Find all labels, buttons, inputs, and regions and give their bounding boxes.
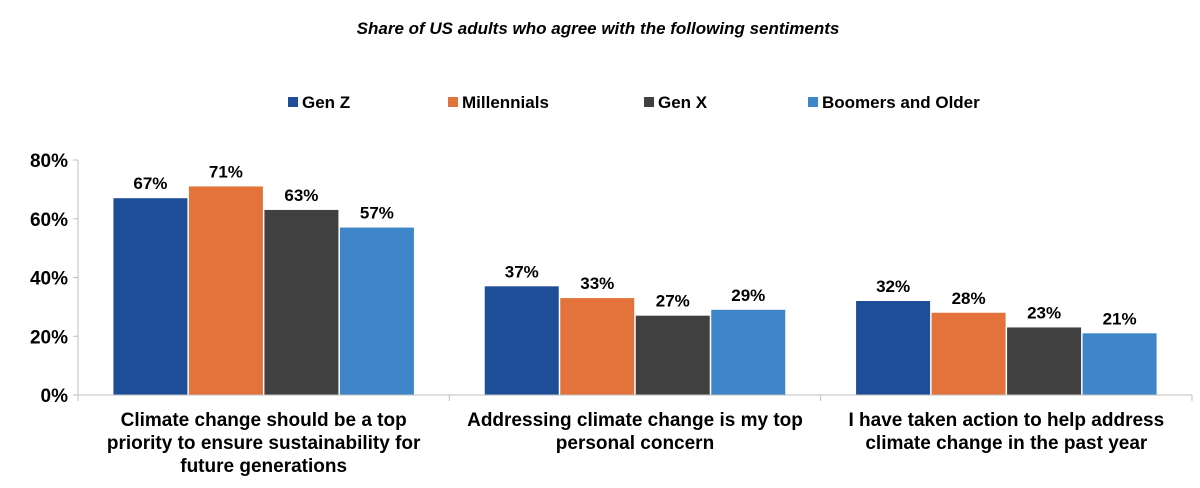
data-label: 28%	[952, 289, 986, 308]
legend-item: Gen X	[644, 93, 708, 112]
legend-label: Millennials	[462, 93, 549, 112]
data-label: 67%	[133, 174, 167, 193]
data-label: 71%	[209, 162, 243, 181]
bar	[635, 315, 710, 395]
bar	[1082, 333, 1157, 395]
y-axis: 0% 20% 40% 60% 80%	[30, 151, 79, 407]
bar	[711, 309, 786, 395]
bar	[1007, 327, 1082, 395]
bar	[931, 312, 1006, 395]
data-label: 29%	[731, 286, 765, 305]
plot-area: 67% 71% 63% 57% 37% 33% 27% 29% 32% 28% 23% 21%	[113, 162, 1157, 395]
data-label: 57%	[360, 204, 394, 223]
bar	[339, 227, 414, 395]
legend-item: Boomers and Older	[808, 93, 980, 112]
bar	[856, 301, 931, 395]
legend-label: Boomers and Older	[822, 93, 980, 112]
data-label: 63%	[284, 186, 318, 205]
data-label: 21%	[1103, 309, 1137, 328]
y-tick-label: 40%	[30, 269, 68, 290]
legend-swatch	[288, 97, 298, 107]
legend-swatch	[644, 97, 654, 107]
bar	[484, 286, 559, 395]
legend: Gen Z Millennials Gen X Boomers and Older	[288, 93, 980, 112]
chart-title: Share of US adults who agree with the fo…	[357, 19, 840, 38]
x-category-label: Addressing climate change is my top perso…	[467, 410, 803, 454]
data-label: 37%	[505, 262, 539, 281]
data-label: 27%	[656, 292, 690, 311]
data-label: 23%	[1027, 303, 1061, 322]
legend-item: Gen Z	[288, 93, 350, 112]
legend-swatch	[448, 97, 458, 107]
y-tick-label: 0%	[41, 386, 69, 407]
bar	[113, 198, 188, 395]
data-label: 33%	[580, 274, 614, 293]
legend-item: Millennials	[448, 93, 549, 112]
y-tick-label: 20%	[30, 327, 68, 348]
bar	[188, 186, 263, 395]
y-tick-label: 60%	[30, 210, 68, 231]
data-label: 32%	[876, 277, 910, 296]
bar	[560, 298, 635, 395]
y-tick-label: 80%	[30, 151, 68, 172]
legend-label: Gen Z	[302, 93, 350, 112]
legend-swatch	[808, 97, 818, 107]
legend-label: Gen X	[658, 93, 708, 112]
x-category-label: I have taken action to help address clima…	[848, 410, 1164, 454]
x-axis: Climate change should be a top priority t…	[77, 394, 1193, 477]
x-category-label: Climate change should be a top priority t…	[107, 410, 421, 477]
bar	[264, 209, 339, 395]
